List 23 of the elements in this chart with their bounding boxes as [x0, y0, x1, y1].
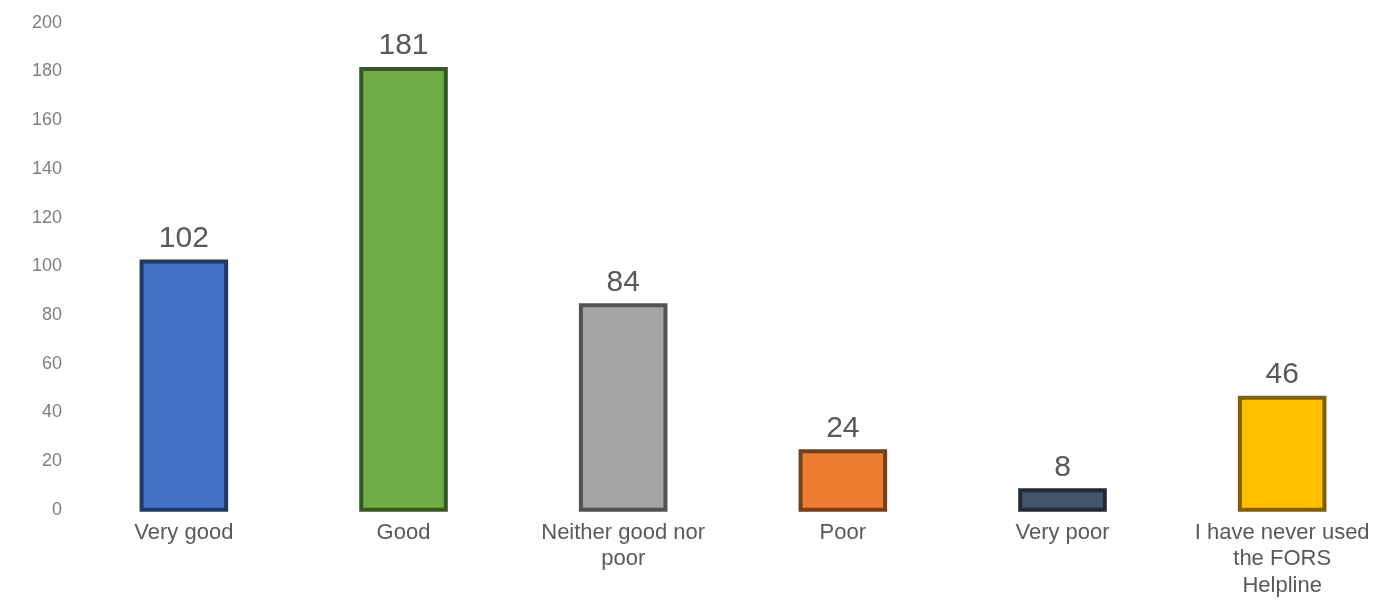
data-label: 84 [606, 263, 640, 297]
data-label: 102 [158, 219, 209, 253]
data-label: 181 [378, 27, 429, 61]
y-tick-label: 0 [52, 498, 63, 519]
y-tick-label: 40 [42, 401, 63, 422]
x-tick-label: Poor [819, 519, 867, 545]
y-tick-label: 180 [31, 60, 63, 81]
x-tick-label: Good [376, 519, 431, 545]
x-tick-label: Neither good nor poor [541, 519, 706, 571]
x-tick-label: Very poor [1015, 519, 1110, 545]
y-tick-label: 60 [42, 352, 63, 373]
data-label: 46 [1265, 356, 1299, 390]
y-tick-label: 20 [42, 450, 63, 471]
y-tick-label: 140 [31, 157, 63, 178]
y-tick-label: 160 [31, 109, 63, 130]
y-tick-label: 100 [31, 255, 63, 276]
data-label: 24 [826, 409, 860, 443]
y-tick-label: 80 [42, 303, 63, 324]
x-tick-label: Very good [134, 519, 234, 545]
y-tick-label: 120 [31, 206, 63, 227]
x-tick-label: I have never used the FORS Helpline [1194, 519, 1370, 597]
y-tick-label: 200 [31, 11, 63, 32]
data-label: 8 [1054, 448, 1071, 482]
